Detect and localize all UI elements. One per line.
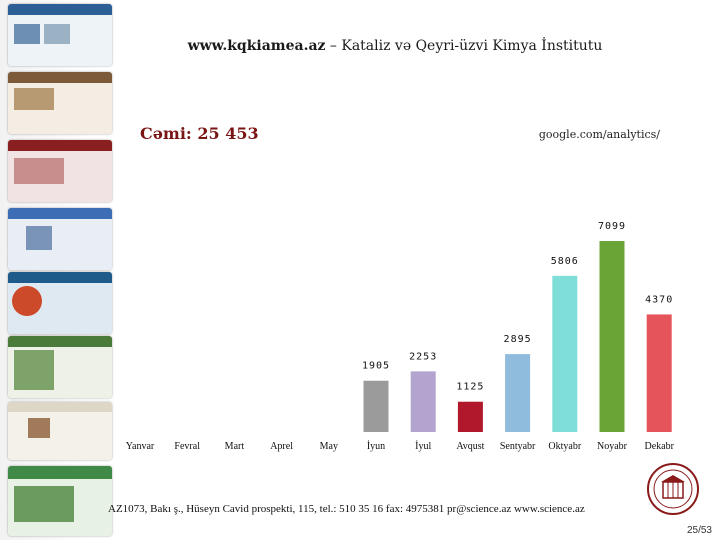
bar bbox=[363, 380, 389, 432]
thumbnail-4[interactable] bbox=[8, 208, 112, 270]
bar bbox=[599, 241, 625, 432]
data-label: 4370 bbox=[645, 294, 673, 305]
data-label: 7099 bbox=[598, 221, 626, 232]
thumbnail-5[interactable] bbox=[8, 272, 112, 334]
title-site: www.kqkiamea.az bbox=[187, 38, 326, 54]
thumbnail-8[interactable] bbox=[8, 466, 112, 536]
slide-title: www.kqkiamea.az – Kataliz və Qeyri-üzvi … bbox=[100, 38, 690, 54]
footer-contact: AZ1073, Bakı ş., Hüseyn Cavid prospekti,… bbox=[108, 503, 585, 515]
data-label: 1905 bbox=[362, 361, 390, 372]
bar bbox=[457, 401, 483, 432]
x-tick-label: İyun bbox=[367, 440, 385, 452]
thumbnail-1[interactable] bbox=[8, 4, 112, 66]
page-number: 25/53 bbox=[686, 525, 712, 536]
x-tick-label: Yanvar bbox=[126, 441, 155, 452]
x-tick-label: Aprel bbox=[270, 441, 293, 452]
x-tick-label: Sentyabr bbox=[500, 441, 536, 452]
total-visits: Cəmi: 25 453 bbox=[140, 124, 259, 143]
x-tick-label: İyul bbox=[415, 440, 431, 452]
title-institute: – Kataliz və Qeyri-üzvi Kimya İnstitutu bbox=[325, 38, 603, 54]
thumbnail-6[interactable] bbox=[8, 336, 112, 398]
x-tick-label: Avqust bbox=[456, 441, 484, 452]
x-tick-label: Mart bbox=[225, 441, 245, 452]
data-label: 1125 bbox=[456, 382, 484, 393]
x-tick-label: Fevral bbox=[174, 441, 200, 452]
bar bbox=[552, 275, 578, 432]
thumbnail-7[interactable] bbox=[8, 402, 112, 460]
x-tick-label: Oktyabr bbox=[548, 441, 581, 452]
bar bbox=[410, 371, 436, 432]
thumbnail-3[interactable] bbox=[8, 140, 112, 202]
academy-seal-logo bbox=[647, 463, 699, 515]
data-label: 2895 bbox=[504, 334, 532, 345]
data-source: google.com/analytics/ bbox=[538, 128, 660, 141]
data-label: 5806 bbox=[551, 256, 579, 267]
thumbnail-2[interactable] bbox=[8, 72, 112, 134]
x-tick-label: May bbox=[320, 441, 338, 452]
bar bbox=[505, 354, 531, 432]
x-tick-label: Noyabr bbox=[597, 441, 628, 452]
data-label: 2253 bbox=[409, 351, 437, 362]
x-tick-label: Dekabr bbox=[644, 441, 674, 452]
bar bbox=[646, 314, 672, 432]
slide-thumbnail-strip bbox=[0, 0, 112, 540]
